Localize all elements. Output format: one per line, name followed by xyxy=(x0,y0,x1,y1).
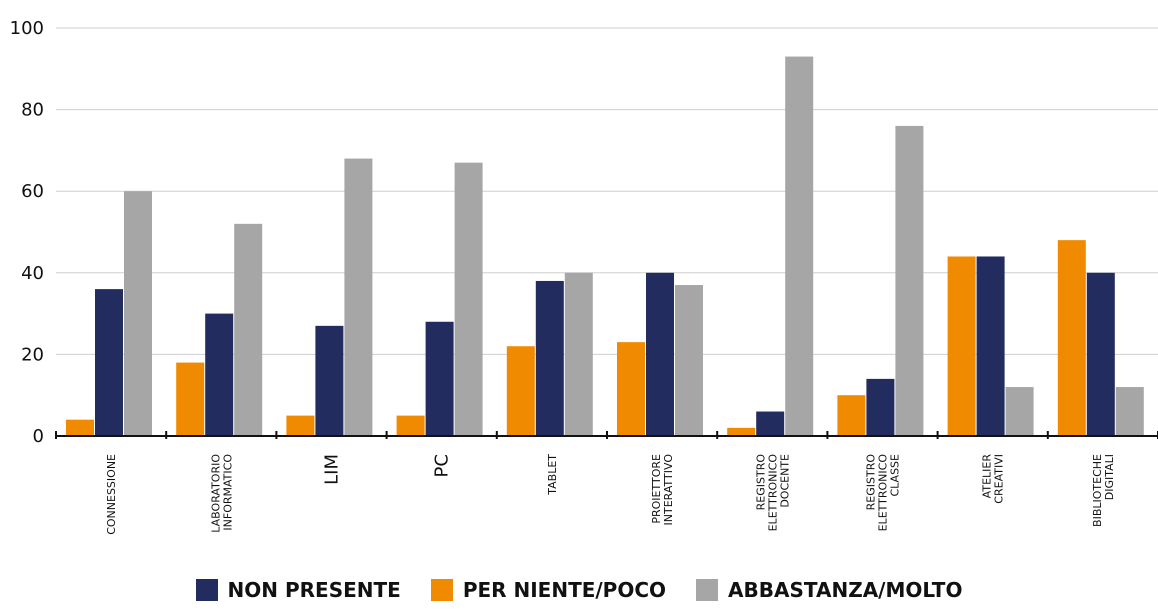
legend-label-per-niente-poco: PER NIENTE/POCO xyxy=(462,578,667,602)
bar-non-presente-1 xyxy=(205,313,234,436)
y-tick-label-0: 0 xyxy=(33,426,44,447)
bar-per-niente-poco-3 xyxy=(396,415,425,436)
x-tick-label-line: INFORMATICO xyxy=(221,454,234,531)
bar-per-niente-poco-5 xyxy=(617,342,645,436)
y-tick-label-20: 20 xyxy=(21,344,44,365)
bar-abbastanza-molto-4 xyxy=(564,272,593,436)
bar-abbastanza-molto-7 xyxy=(895,125,924,437)
x-tick-label-line: ELETTRONICO xyxy=(877,454,890,532)
x-tick-label-line: DIGITALI xyxy=(1103,454,1116,500)
legend-item-abbastanza-molto: ABBASTANZA/MOLTO xyxy=(696,578,962,602)
bar-non-presente-3 xyxy=(425,321,454,436)
y-tick-label-60: 60 xyxy=(21,181,44,202)
x-tick-label-0: CONNESSIONE xyxy=(105,454,118,535)
bar-per-niente-poco-6 xyxy=(727,427,756,436)
x-tick-label-line: LIM xyxy=(322,454,343,485)
bar-abbastanza-molto-6 xyxy=(785,56,814,437)
bar-per-niente-poco-1 xyxy=(176,362,205,436)
x-tick-label-line: ATELIER xyxy=(981,454,994,499)
bar-abbastanza-molto-5 xyxy=(675,285,703,436)
bar-per-niente-poco-9 xyxy=(1057,240,1086,436)
bar-non-presente-7 xyxy=(866,378,895,436)
y-tick-label-40: 40 xyxy=(21,263,44,284)
legend-item-per-niente-poco: PER NIENTE/POCO xyxy=(430,578,667,602)
bar-abbastanza-molto-0 xyxy=(124,191,152,436)
bar-non-presente-9 xyxy=(1086,272,1115,436)
x-tick-label-6: REGISTROELETTRONICODOCENTE xyxy=(754,454,791,532)
bar-abbastanza-molto-9 xyxy=(1115,387,1144,436)
x-tick-label-line: PC xyxy=(432,454,453,477)
x-tick-label-line: CLASSE xyxy=(889,454,902,497)
x-tick-label-line: LABORATORIO xyxy=(209,454,222,533)
bar-per-niente-poco-8 xyxy=(947,256,976,436)
x-tick-label-9: BIBLIOTECHEDIGITALI xyxy=(1091,454,1116,527)
x-tick-label-1: LABORATORIOINFORMATICO xyxy=(209,454,234,533)
bar-abbastanza-molto-1 xyxy=(234,223,263,436)
x-tick-label-line: INTERATTIVO xyxy=(662,454,675,526)
bar-per-niente-poco-0 xyxy=(66,419,94,436)
x-tick-label-line: BIBLIOTECHE xyxy=(1091,454,1104,527)
x-tick-label-2: LIM xyxy=(322,454,343,485)
bar-abbastanza-molto-2 xyxy=(344,158,373,436)
bar-per-niente-poco-7 xyxy=(837,395,866,436)
x-tick-label-line: CONNESSIONE xyxy=(105,454,118,535)
chart-svg: 0 20 40 60 80 100 CONNESSIONE LABORATORIOINFORM… xyxy=(10,18,1158,535)
x-tick-label-line: ELETTRONICO xyxy=(766,454,779,532)
legend-item-non-presente: NON PRESENTE xyxy=(195,578,401,602)
legend: NON PRESENTE PER NIENTE/POCO ABBASTANZA/… xyxy=(0,578,1158,602)
x-tick-label-line: DOCENTE xyxy=(778,454,791,508)
bar-non-presente-2 xyxy=(315,325,344,436)
y-tick-label-80: 80 xyxy=(21,100,44,121)
x-tick-label-line: REGISTRO xyxy=(754,454,767,511)
x-tick-label-line: PROIETTORE xyxy=(650,454,663,524)
y-tick-label-100: 100 xyxy=(10,18,44,39)
legend-swatch-per-niente-poco xyxy=(430,579,453,601)
bar-non-presente-5 xyxy=(646,272,674,436)
legend-swatch-non-presente xyxy=(195,579,218,601)
bar-abbastanza-molto-3 xyxy=(454,162,483,436)
x-tick-label-line: REGISTRO xyxy=(865,454,878,511)
bar-non-presente-6 xyxy=(756,411,785,436)
x-tick-label-4: TABLET xyxy=(546,454,559,496)
x-tick-label-5: PROIETTOREINTERATTIVO xyxy=(650,454,675,526)
x-tick-label-line: TABLET xyxy=(546,454,559,496)
bar-abbastanza-molto-8 xyxy=(1005,387,1034,436)
x-tick-label-3: PC xyxy=(432,454,453,477)
x-tick-label-7: REGISTROELETTRONICOCLASSE xyxy=(865,454,902,532)
bar-non-presente-8 xyxy=(976,256,1005,436)
bar-per-niente-poco-2 xyxy=(286,415,315,436)
legend-label-abbastanza-molto: ABBASTANZA/MOLTO xyxy=(728,578,963,602)
bar-non-presente-0 xyxy=(95,289,123,436)
legend-label-non-presente: NON PRESENTE xyxy=(227,578,401,602)
x-tick-label-8: ATELIERCREATIVI xyxy=(981,454,1006,504)
bar-non-presente-4 xyxy=(535,280,564,436)
bar-per-niente-poco-4 xyxy=(506,346,535,436)
x-tick-label-line: CREATIVI xyxy=(993,454,1006,504)
legend-swatch-abbastanza-molto xyxy=(696,579,719,601)
